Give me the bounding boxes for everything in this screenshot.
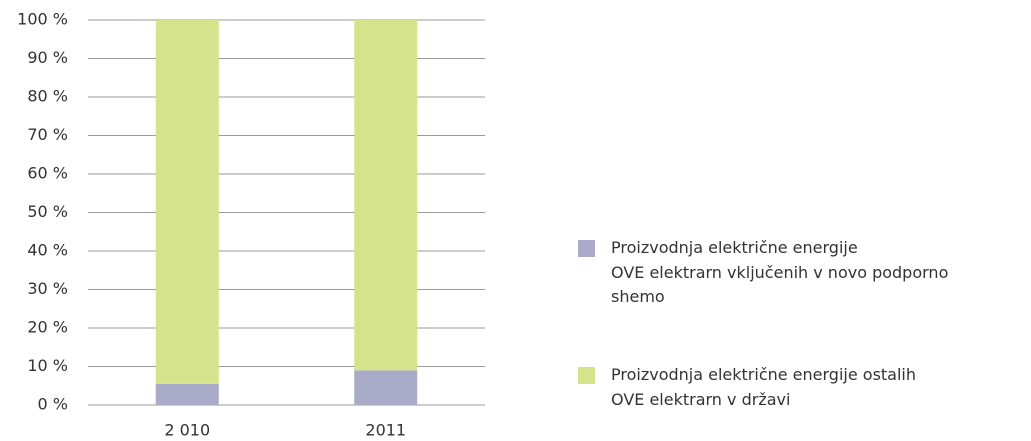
- legend-item: Proizvodnja električne energije ostalih …: [578, 363, 916, 412]
- y-tick-label: 60 %: [27, 164, 68, 183]
- bar-segment: [155, 383, 219, 405]
- legend-label: Proizvodnja električne energije ostalih …: [611, 365, 917, 409]
- y-tick-label: 0 %: [38, 395, 68, 414]
- y-tick-label: 10 %: [27, 356, 68, 375]
- y-tick-label: 100 %: [17, 10, 68, 29]
- y-tick-label: 90 %: [27, 48, 68, 67]
- y-tick-label: 40 %: [27, 241, 68, 260]
- y-tick-label: 80 %: [27, 87, 68, 106]
- legend-swatch: [578, 367, 595, 384]
- x-tick-label: 2011: [365, 421, 406, 440]
- y-tick-label: 50 %: [27, 202, 68, 221]
- y-tick-label: 70 %: [27, 125, 68, 144]
- bar-segment: [354, 20, 418, 371]
- bar-segment: [155, 20, 219, 384]
- legend-label: Proizvodnja električne energije OVE elek…: [611, 238, 949, 306]
- legend-swatch: [578, 240, 595, 257]
- y-tick-label: 20 %: [27, 318, 68, 337]
- x-tick-label: 2 010: [164, 421, 210, 440]
- y-tick-label: 30 %: [27, 279, 68, 298]
- legend-item: Proizvodnja električne energije OVE elek…: [578, 236, 948, 310]
- bar-segment: [354, 370, 418, 405]
